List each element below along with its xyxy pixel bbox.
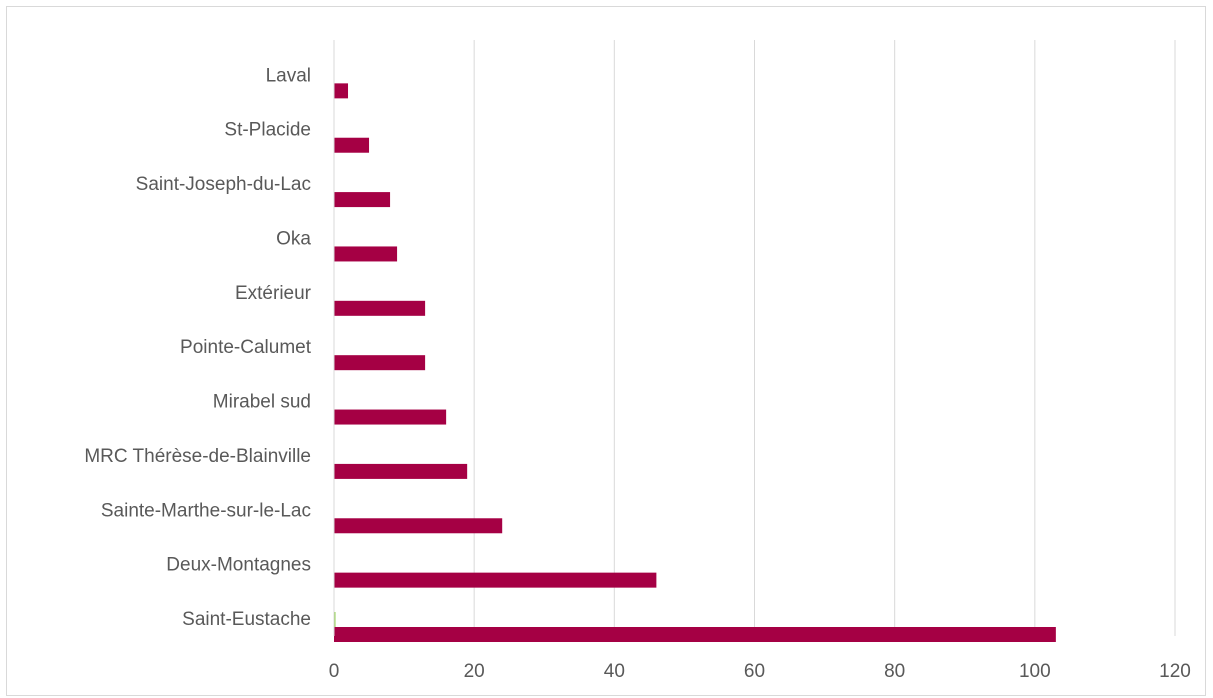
category-label: MRC Thérèse-de-Blainville bbox=[84, 446, 311, 467]
bars bbox=[334, 83, 1056, 642]
x-tick-label: 100 bbox=[1019, 661, 1051, 682]
bar bbox=[334, 246, 398, 262]
bar bbox=[334, 137, 370, 153]
category-label: Mirabel sud bbox=[213, 392, 311, 413]
x-tick-labels: 0 20 40 60 80 100 120 bbox=[329, 661, 1191, 682]
bar bbox=[334, 518, 503, 534]
x-tick-label: 120 bbox=[1159, 661, 1191, 682]
category-label: Pointe-Calumet bbox=[180, 337, 312, 358]
bar bbox=[334, 409, 447, 425]
bar bbox=[334, 572, 657, 588]
category-label: Oka bbox=[276, 228, 311, 249]
category-label: Saint-Eustache bbox=[182, 609, 311, 630]
x-tick-label: 0 bbox=[329, 661, 340, 682]
category-label: Deux-Montagnes bbox=[166, 555, 311, 576]
category-label: Extérieur bbox=[235, 283, 312, 304]
x-tick-label: 80 bbox=[884, 661, 905, 682]
category-label: St-Placide bbox=[224, 120, 311, 141]
category-label: Sainte-Marthe-sur-le-Lac bbox=[101, 500, 311, 521]
x-tick-label: 20 bbox=[464, 661, 485, 682]
bar bbox=[334, 300, 426, 316]
bar bbox=[334, 463, 468, 479]
bar bbox=[334, 192, 391, 208]
gridlines bbox=[473, 40, 1176, 636]
x-tick-label: 60 bbox=[744, 661, 765, 682]
x-tick-label: 40 bbox=[604, 661, 625, 682]
category-labels: Saint-Eustache Deux-Montagnes Sainte-Marth… bbox=[84, 65, 311, 630]
bar bbox=[334, 627, 1056, 642]
bar-secondary bbox=[334, 612, 336, 627]
bar bbox=[334, 355, 426, 371]
bar bbox=[334, 83, 349, 99]
category-label: Saint-Joseph-du-Lac bbox=[136, 174, 311, 195]
category-label: Laval bbox=[266, 65, 311, 86]
